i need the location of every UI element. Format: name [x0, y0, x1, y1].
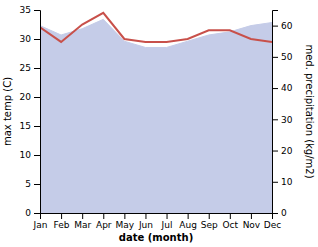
tick-label: 25	[20, 63, 31, 73]
precip-area	[40, 19, 272, 213]
tick: Dec	[264, 213, 281, 230]
tick: Oct	[223, 213, 239, 230]
tick-mark	[34, 184, 40, 185]
y-axis: 0 5 10 15 20 25 30 35	[20, 5, 41, 218]
tick-mark	[188, 213, 189, 219]
tick: 20	[20, 92, 40, 102]
tick-mark	[145, 213, 146, 219]
tick-label: Apr	[96, 220, 112, 230]
tick-mark	[34, 97, 40, 98]
chart: JanFebMarAprMayJunJulAugSepOctNovDec0510…	[0, 0, 318, 247]
tick: 20	[272, 146, 293, 156]
tick-label: 0	[281, 208, 287, 218]
tick: Apr	[96, 213, 112, 230]
plot-area: JanFebMarAprMayJunJulAugSepOctNovDec0510…	[20, 5, 293, 230]
tick-mark	[230, 213, 231, 219]
tick: Sep	[201, 213, 218, 230]
tick-mark	[82, 213, 83, 219]
tick-mark	[34, 39, 40, 40]
tick-label: 10	[20, 150, 32, 160]
tick-mark	[272, 88, 278, 89]
tick-label: 30	[20, 34, 32, 44]
tick: 0	[272, 208, 287, 218]
tick-label: 0	[25, 208, 31, 218]
axis-line	[273, 11, 279, 214]
tick-label: 5	[25, 179, 31, 189]
tick-mark	[103, 213, 104, 219]
tick: Jul	[161, 213, 173, 230]
tick: 50	[272, 52, 293, 62]
tick-mark	[251, 213, 252, 219]
tick-label: 40	[281, 83, 293, 93]
x-axis: Jan Feb Mar Apr MayJun Jul Aug Sep Oct NovDec	[33, 213, 282, 230]
x-axis-title: date (month)	[119, 232, 193, 243]
tick: 25	[20, 63, 40, 73]
axis-line	[41, 214, 273, 220]
tick-mark	[272, 182, 278, 183]
axis-line	[34, 11, 41, 214]
tick-mark	[272, 26, 278, 27]
tick-mark	[124, 213, 125, 219]
tick-label: 20	[281, 146, 293, 156]
tick: 0	[25, 208, 40, 218]
tick-label: Aug	[179, 220, 197, 230]
tick-label: 15	[20, 121, 31, 131]
tick: Nov	[243, 213, 261, 230]
tick-label: 20	[20, 92, 32, 102]
tick: 35	[20, 5, 40, 15]
tick: Jan	[33, 213, 48, 230]
temp-line	[40, 13, 272, 42]
tick: 5	[25, 179, 40, 189]
tick: 10	[20, 150, 40, 160]
tick: Aug	[179, 213, 197, 230]
tick-label: Feb	[54, 220, 70, 230]
tick: 30	[272, 115, 293, 125]
tick-label: Jul	[161, 220, 173, 230]
tick-label: Mar	[74, 220, 91, 230]
tick-label: Jan	[33, 220, 48, 230]
tick-label: Oct	[223, 220, 239, 230]
tick-mark	[209, 213, 210, 219]
tick-label: 60	[281, 21, 293, 31]
tick-label: 30	[281, 115, 293, 125]
tick-mark	[34, 126, 40, 127]
tick-mark	[34, 68, 40, 69]
tick-mark	[34, 155, 40, 156]
tick-mark	[272, 151, 278, 152]
tick-label: Sep	[201, 220, 218, 230]
tick: 40	[272, 83, 293, 93]
marks	[40, 13, 272, 213]
tick-label: Nov	[243, 220, 261, 230]
tick-mark	[167, 213, 168, 219]
tick: Jun	[138, 213, 153, 230]
tick-label: 50	[281, 52, 293, 62]
tick: 10	[272, 177, 293, 187]
tick: 60	[272, 21, 293, 31]
tick-mark	[272, 119, 278, 120]
y-axis-title: max temp (C)	[2, 77, 13, 146]
tick-label: Jun	[138, 220, 153, 230]
y2-axis-title: med. precipitation (kg/m2)	[304, 44, 315, 178]
tick-label: Dec	[264, 220, 281, 230]
tick: Feb	[54, 213, 70, 230]
tick: May	[116, 213, 135, 230]
tick-label: 10	[281, 177, 293, 187]
tick-mark	[34, 213, 40, 214]
tick-label: 35	[20, 5, 31, 15]
tick-mark	[61, 213, 62, 219]
tick-label: May	[116, 220, 135, 230]
tick: 15	[20, 121, 40, 131]
tick: Mar	[74, 213, 91, 230]
tick: 30	[20, 34, 40, 44]
tick-mark	[272, 57, 278, 58]
tick-mark	[272, 213, 278, 214]
y2-axis: 0 10 20 30 40 50 60	[272, 11, 293, 219]
tick-mark	[34, 10, 40, 11]
